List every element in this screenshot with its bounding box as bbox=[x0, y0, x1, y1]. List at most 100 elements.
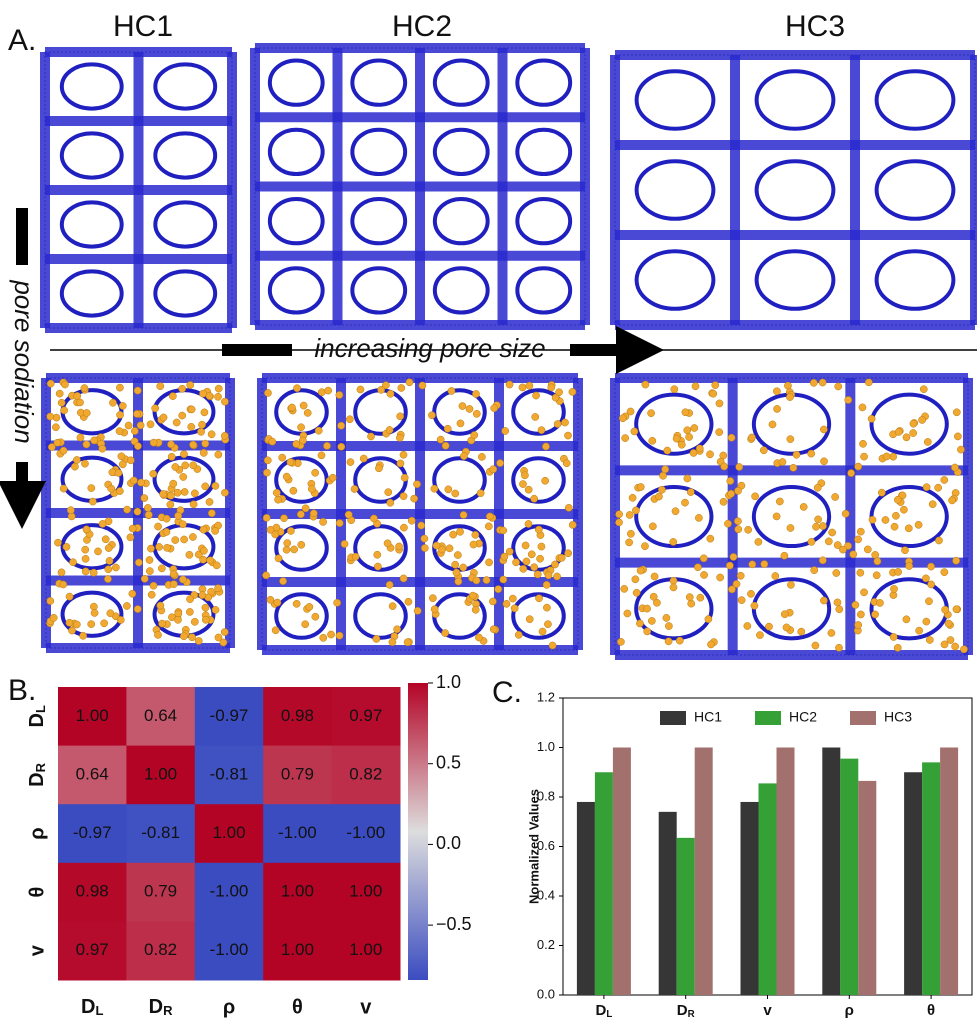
sodium-atom bbox=[304, 409, 311, 416]
sodium-atom bbox=[920, 386, 927, 393]
sodium-atom bbox=[694, 564, 701, 571]
sodium-atom bbox=[429, 595, 436, 602]
sodium-atom bbox=[455, 578, 462, 585]
sodium-atom bbox=[490, 626, 497, 633]
sodium-atom bbox=[460, 564, 467, 571]
sodium-atom bbox=[299, 437, 306, 444]
sodium-atom bbox=[163, 528, 170, 535]
sodium-atom bbox=[637, 567, 644, 574]
sodium-atom bbox=[928, 581, 935, 588]
sodium-atom bbox=[808, 538, 815, 545]
sodium-atom bbox=[431, 606, 438, 613]
sodium-atom bbox=[200, 449, 207, 456]
sodium-atom bbox=[336, 391, 343, 398]
sodium-atom bbox=[819, 379, 826, 386]
pore bbox=[877, 71, 954, 129]
sodium-atom bbox=[452, 561, 459, 568]
sodium-atom bbox=[555, 389, 562, 396]
sodium-atom bbox=[509, 595, 516, 602]
sodium-atom bbox=[727, 477, 734, 484]
sodium-atom bbox=[658, 486, 665, 493]
sodium-atom bbox=[83, 526, 90, 533]
sodium-atom bbox=[287, 527, 294, 534]
sodium-atom bbox=[404, 639, 411, 646]
sodium-atom bbox=[202, 483, 209, 490]
sodium-atom bbox=[180, 473, 187, 480]
sodium-atom bbox=[868, 415, 875, 422]
sodium-atom bbox=[123, 602, 130, 609]
sodium-atom bbox=[395, 543, 402, 550]
sodium-atom bbox=[200, 526, 207, 533]
sodium-atom bbox=[953, 557, 960, 564]
sodium-atom bbox=[690, 449, 697, 456]
sodium-atom bbox=[700, 571, 707, 578]
sodium-atom bbox=[319, 518, 326, 525]
sodium-atom bbox=[134, 605, 141, 612]
sodium-atom bbox=[854, 536, 861, 543]
pore bbox=[513, 458, 564, 502]
cell-label: 0.79 bbox=[281, 764, 314, 783]
sodium-atom bbox=[375, 465, 382, 472]
pore bbox=[877, 251, 954, 309]
sodium-atom bbox=[948, 497, 955, 504]
sodium-atom bbox=[629, 494, 636, 501]
sodium-atom bbox=[191, 618, 198, 625]
sodium-atom bbox=[346, 416, 353, 423]
sodium-atom bbox=[876, 599, 883, 606]
sodium-atom bbox=[398, 384, 405, 391]
sodium-atom bbox=[338, 443, 345, 450]
sodium-atom bbox=[565, 550, 572, 557]
col-label-sub: R bbox=[163, 1003, 173, 1018]
sodium-atom bbox=[450, 531, 457, 538]
structure-title: HC2 bbox=[392, 10, 452, 43]
sodium-atom bbox=[800, 503, 807, 510]
sodium-atom bbox=[116, 428, 123, 435]
sodium-atom bbox=[850, 551, 857, 558]
sodium-atom bbox=[119, 461, 126, 468]
sodium-atom bbox=[287, 458, 294, 465]
sodium-atom bbox=[58, 399, 65, 406]
sodium-atom bbox=[935, 537, 942, 544]
sodium-atom bbox=[490, 466, 497, 473]
sodium-atom bbox=[221, 432, 228, 439]
pore bbox=[517, 199, 570, 243]
sodium-atom bbox=[700, 555, 707, 562]
pore bbox=[517, 268, 570, 312]
bar bbox=[613, 748, 631, 996]
sodium-atom bbox=[197, 428, 204, 435]
sodium-atom bbox=[871, 611, 878, 618]
sodium-atom bbox=[90, 569, 97, 576]
sodium-atom bbox=[288, 404, 295, 411]
sodium-atom bbox=[495, 586, 502, 593]
sodium-atom bbox=[942, 606, 949, 613]
sodium-atom bbox=[264, 389, 271, 396]
sodium-atom bbox=[483, 576, 490, 583]
sodium-atom bbox=[535, 526, 542, 533]
sodium-atom bbox=[119, 402, 126, 409]
sodium-atom bbox=[776, 498, 783, 505]
row-label: v bbox=[26, 944, 48, 956]
bar bbox=[677, 838, 695, 995]
sodium-atom bbox=[678, 441, 685, 448]
sodium-atom bbox=[134, 508, 141, 515]
sodium-atom bbox=[99, 445, 106, 452]
sodium-atom bbox=[345, 511, 352, 518]
sodium-atom bbox=[695, 514, 702, 521]
cell-label: 0.79 bbox=[144, 882, 177, 901]
sodium-atom bbox=[650, 593, 657, 600]
sodium-atom bbox=[954, 433, 961, 440]
sodium-atom bbox=[460, 453, 467, 460]
sodium-atom bbox=[832, 493, 839, 500]
sodium-atom bbox=[512, 559, 519, 566]
sodium-atom bbox=[637, 483, 644, 490]
pore bbox=[435, 60, 488, 104]
sodium-atom bbox=[894, 496, 901, 503]
sodium-atom bbox=[188, 406, 195, 413]
pore bbox=[877, 161, 954, 219]
cell-label: 0.98 bbox=[76, 882, 109, 901]
sodium-atom bbox=[681, 499, 688, 506]
cell-label: 1.00 bbox=[212, 823, 245, 842]
sodium-atom bbox=[535, 595, 542, 602]
pore bbox=[270, 199, 323, 243]
sodium-atom bbox=[63, 543, 70, 550]
